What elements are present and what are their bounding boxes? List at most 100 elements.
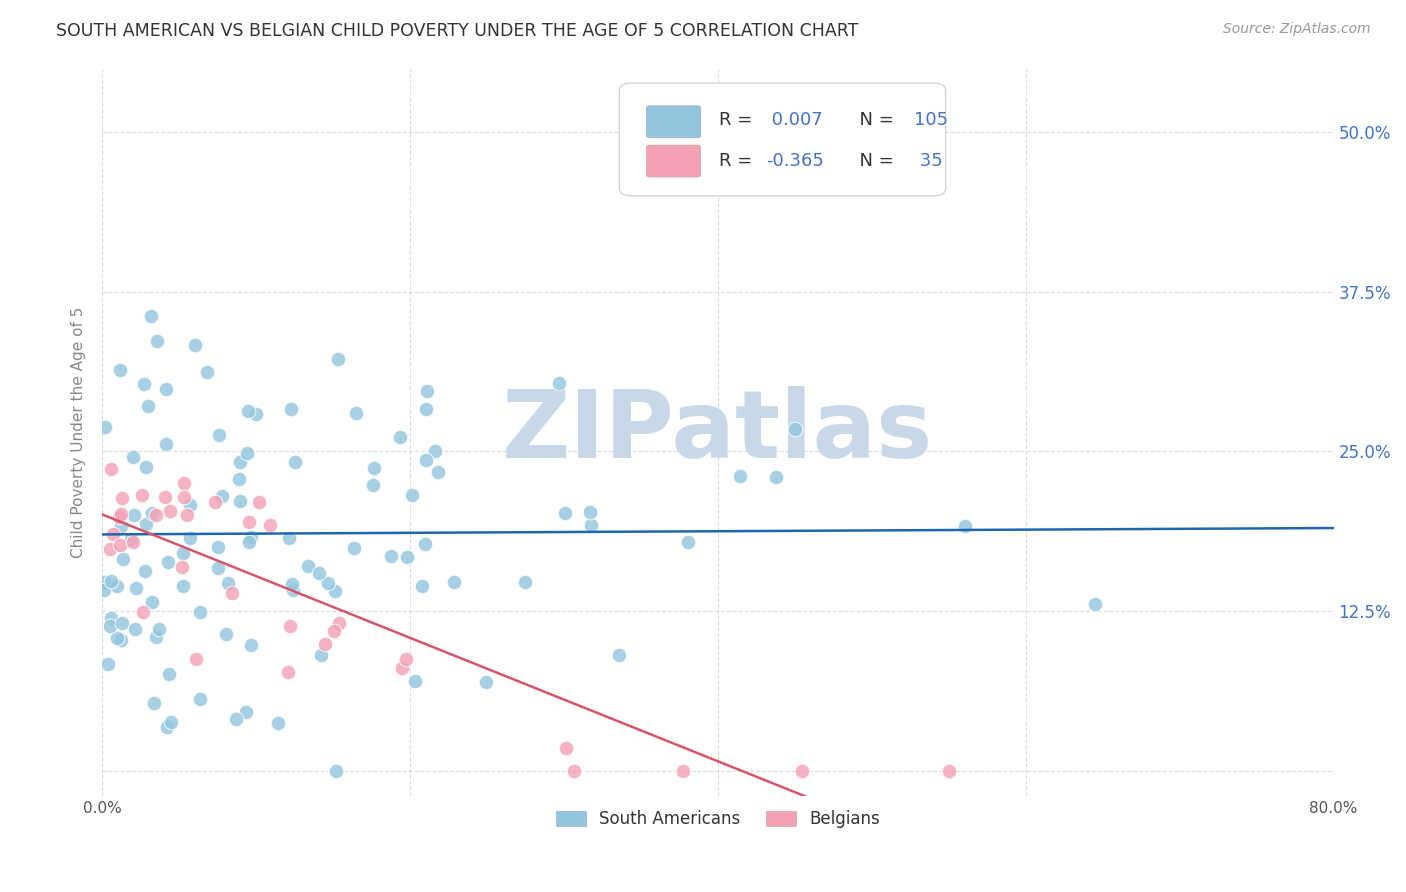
Point <box>308 566 330 580</box>
Point <box>423 444 446 458</box>
Point <box>176 508 198 522</box>
Point <box>309 648 332 662</box>
Point <box>141 507 163 521</box>
Point <box>93 582 115 597</box>
Point <box>107 579 129 593</box>
Point <box>111 616 134 631</box>
Y-axis label: Child Poverty Under the Age of 5: Child Poverty Under the Age of 5 <box>72 307 86 558</box>
Point <box>344 405 367 419</box>
Text: R =: R = <box>718 111 758 128</box>
Point <box>111 491 134 505</box>
Point <box>238 404 260 418</box>
Point <box>207 540 229 554</box>
Point <box>783 422 806 436</box>
Text: R =: R = <box>718 152 758 170</box>
Point <box>326 351 349 366</box>
Point <box>316 576 339 591</box>
Point <box>188 691 211 706</box>
Point <box>443 575 465 590</box>
Point <box>554 506 576 520</box>
Point <box>380 549 402 564</box>
Point <box>240 638 263 652</box>
Point <box>245 407 267 421</box>
Point <box>238 516 260 530</box>
Point <box>579 506 602 520</box>
Point <box>389 430 412 444</box>
Point <box>278 531 301 545</box>
Point <box>145 630 167 644</box>
Point <box>208 428 231 442</box>
Point <box>156 555 179 569</box>
Text: N =: N = <box>848 111 900 128</box>
Point <box>416 384 439 398</box>
Point <box>672 764 695 778</box>
Point <box>179 531 201 545</box>
Point <box>228 454 250 468</box>
Text: 35: 35 <box>914 152 942 170</box>
Text: -0.365: -0.365 <box>766 152 824 170</box>
Point <box>238 535 260 549</box>
Point <box>259 517 281 532</box>
Point <box>475 674 498 689</box>
Point <box>228 472 250 486</box>
Text: 105: 105 <box>914 111 948 128</box>
Point <box>97 657 120 671</box>
Point <box>138 399 160 413</box>
Point <box>391 661 413 675</box>
Point <box>179 498 201 512</box>
Point <box>155 437 177 451</box>
Point <box>125 581 148 595</box>
Point <box>184 337 207 351</box>
Point <box>100 610 122 624</box>
Point <box>141 309 163 323</box>
Point <box>173 476 195 491</box>
Point <box>247 494 270 508</box>
Point <box>217 576 239 591</box>
Point <box>267 716 290 731</box>
Point <box>564 764 586 778</box>
Point <box>131 488 153 502</box>
Point <box>98 619 121 633</box>
Point <box>235 705 257 719</box>
Point <box>328 615 350 630</box>
Point <box>94 419 117 434</box>
Point <box>184 652 207 666</box>
Point <box>159 504 181 518</box>
FancyBboxPatch shape <box>620 83 946 196</box>
Point <box>411 579 433 593</box>
Point <box>280 618 302 632</box>
Point <box>728 469 751 483</box>
Legend: South Americans, Belgians: South Americans, Belgians <box>550 804 886 835</box>
Point <box>173 491 195 505</box>
Point <box>172 546 194 560</box>
Point <box>938 764 960 778</box>
Point <box>155 382 177 396</box>
Point <box>297 558 319 573</box>
Point <box>415 453 437 467</box>
Text: ZIPatlas: ZIPatlas <box>502 386 934 478</box>
Point <box>239 530 262 544</box>
Point <box>325 764 347 778</box>
Point <box>236 446 259 460</box>
Point <box>314 637 336 651</box>
Point <box>547 376 569 391</box>
Text: 0.007: 0.007 <box>766 111 823 128</box>
Point <box>225 712 247 726</box>
Point <box>142 696 165 710</box>
Point <box>135 460 157 475</box>
Point <box>110 519 132 533</box>
Point <box>110 633 132 648</box>
Point <box>120 533 142 547</box>
Point <box>122 450 145 464</box>
Point <box>148 622 170 636</box>
Point <box>415 402 437 417</box>
Point <box>156 720 179 734</box>
Point <box>396 550 419 565</box>
Point <box>170 560 193 574</box>
Point <box>426 466 449 480</box>
Point <box>134 376 156 391</box>
Point <box>172 578 194 592</box>
Point <box>1084 598 1107 612</box>
Point <box>790 764 813 778</box>
Point <box>124 508 146 522</box>
